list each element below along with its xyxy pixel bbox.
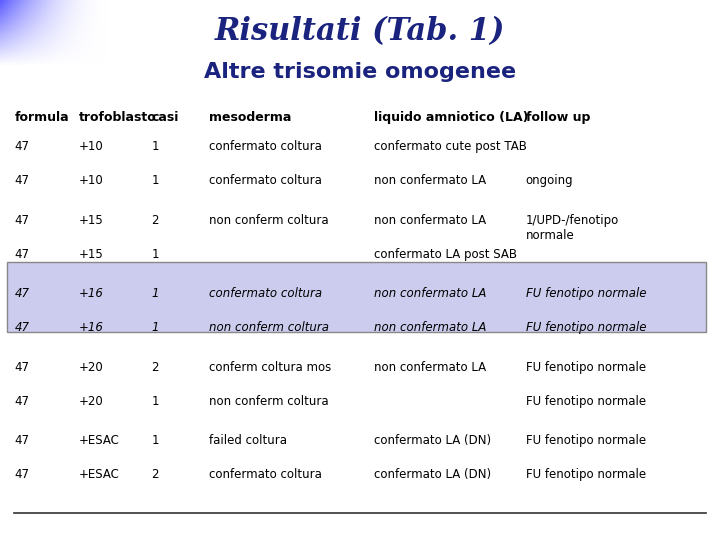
Text: 2: 2 — [151, 214, 158, 227]
Text: 1: 1 — [151, 248, 158, 261]
Text: non confermato LA: non confermato LA — [374, 214, 487, 227]
Text: +20: +20 — [79, 395, 104, 408]
Text: confermato LA (DN): confermato LA (DN) — [374, 468, 492, 481]
Text: 47: 47 — [14, 395, 30, 408]
Text: failed coltura: failed coltura — [209, 434, 287, 447]
Text: +16: +16 — [79, 287, 104, 300]
Text: +ESAC: +ESAC — [79, 434, 120, 447]
Text: conferm coltura mos: conferm coltura mos — [209, 361, 331, 374]
Text: non conferm coltura: non conferm coltura — [209, 395, 328, 408]
Text: 47: 47 — [14, 361, 30, 374]
Text: 47: 47 — [14, 321, 30, 334]
Text: confermato coltura: confermato coltura — [209, 140, 322, 153]
FancyBboxPatch shape — [7, 262, 706, 332]
Text: 2: 2 — [151, 468, 158, 481]
Text: 47: 47 — [14, 248, 30, 261]
Text: confermato coltura: confermato coltura — [209, 287, 322, 300]
Text: non confermato LA: non confermato LA — [374, 361, 487, 374]
Text: FU fenotipo normale: FU fenotipo normale — [526, 321, 646, 334]
Text: confermato LA post SAB: confermato LA post SAB — [374, 248, 518, 261]
Text: trofoblasto: trofoblasto — [79, 111, 157, 124]
Text: +20: +20 — [79, 361, 104, 374]
Text: +ESAC: +ESAC — [79, 468, 120, 481]
Text: 47: 47 — [14, 468, 30, 481]
Text: non confermato LA: non confermato LA — [374, 287, 487, 300]
Text: Risultati (Tab. 1): Risultati (Tab. 1) — [215, 16, 505, 47]
Text: non confermato LA: non confermato LA — [374, 321, 487, 334]
Text: 47: 47 — [14, 214, 30, 227]
Text: FU fenotipo normale: FU fenotipo normale — [526, 395, 646, 408]
Text: FU fenotipo normale: FU fenotipo normale — [526, 287, 646, 300]
Text: confermato cute post TAB: confermato cute post TAB — [374, 140, 527, 153]
Text: follow up: follow up — [526, 111, 590, 124]
Text: 47: 47 — [14, 434, 30, 447]
Text: casi: casi — [151, 111, 179, 124]
Text: 1: 1 — [151, 140, 158, 153]
Text: 1/UPD-/fenotipo
normale: 1/UPD-/fenotipo normale — [526, 214, 619, 242]
Text: formula: formula — [14, 111, 69, 124]
Text: +15: +15 — [79, 214, 104, 227]
Text: confermato coltura: confermato coltura — [209, 468, 322, 481]
Text: Altre trisomie omogenee: Altre trisomie omogenee — [204, 62, 516, 82]
Text: mesoderma: mesoderma — [209, 111, 291, 124]
Text: 2: 2 — [151, 361, 158, 374]
Text: 47: 47 — [14, 287, 30, 300]
Text: confermato coltura: confermato coltura — [209, 174, 322, 187]
Text: 1: 1 — [151, 174, 158, 187]
Text: liquido amniotico (LA): liquido amniotico (LA) — [374, 111, 529, 124]
Text: +10: +10 — [79, 174, 104, 187]
Text: +10: +10 — [79, 140, 104, 153]
Text: 47: 47 — [14, 174, 30, 187]
Text: FU fenotipo normale: FU fenotipo normale — [526, 434, 646, 447]
Text: FU fenotipo normale: FU fenotipo normale — [526, 361, 646, 374]
Text: ongoing: ongoing — [526, 174, 573, 187]
Text: non conferm coltura: non conferm coltura — [209, 321, 329, 334]
Text: 1: 1 — [151, 321, 158, 334]
Text: 1: 1 — [151, 395, 158, 408]
Text: FU fenotipo normale: FU fenotipo normale — [526, 468, 646, 481]
Text: non conferm coltura: non conferm coltura — [209, 214, 328, 227]
Text: non confermato LA: non confermato LA — [374, 174, 487, 187]
Text: confermato LA (DN): confermato LA (DN) — [374, 434, 492, 447]
Text: 1: 1 — [151, 287, 158, 300]
Text: +15: +15 — [79, 248, 104, 261]
Text: 1: 1 — [151, 434, 158, 447]
Text: +16: +16 — [79, 321, 104, 334]
Text: 47: 47 — [14, 140, 30, 153]
